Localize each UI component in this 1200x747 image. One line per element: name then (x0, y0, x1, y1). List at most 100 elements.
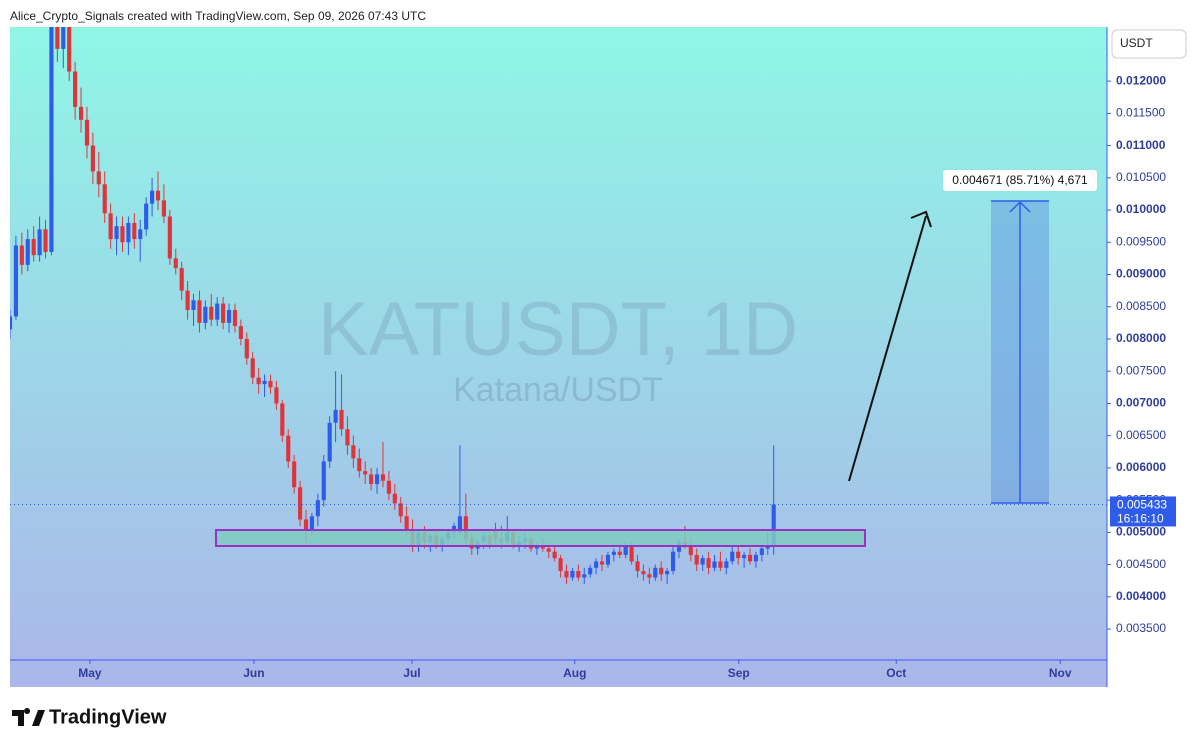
candle-body (138, 229, 143, 240)
candle-body (155, 190, 161, 201)
y-tick-label: 0.012000 (1116, 73, 1166, 87)
candle-body (357, 458, 362, 472)
candle-body (747, 554, 753, 562)
candle-body (759, 548, 764, 555)
y-tick-label: 0.004000 (1116, 589, 1166, 603)
candle-body (742, 554, 747, 559)
y-tick-label: 0.011500 (1116, 106, 1165, 120)
candle-body (404, 516, 409, 530)
candle-body (102, 184, 107, 214)
y-tick-label: 0.009000 (1116, 267, 1166, 281)
y-tick-label: 0.005000 (1116, 525, 1166, 539)
candle-body (13, 245, 18, 317)
candle-body (221, 303, 226, 323)
candle-body (43, 229, 48, 252)
measure-label: 0.004671 (85.71%) 4,671 (952, 173, 1088, 187)
watermark-subtitle: Katana/USDT (453, 371, 663, 409)
candle-body (90, 145, 95, 172)
candle-body (256, 377, 261, 385)
candle-body (457, 516, 463, 533)
measure-label-box (943, 170, 1097, 191)
candle-body (351, 445, 356, 459)
support-zone[interactable] (215, 529, 866, 547)
candle-body (333, 409, 338, 423)
candle-body (321, 461, 326, 501)
y-tick-label: 0.010000 (1116, 202, 1166, 216)
trend-arrow-head (910, 210, 932, 228)
candle-body (369, 474, 374, 485)
candle-body (653, 567, 658, 578)
y-tick-label: 0.010500 (1116, 170, 1166, 184)
candle-body (315, 500, 320, 517)
x-tick-label: Nov (1049, 666, 1072, 680)
candle-body (392, 493, 397, 504)
candle-body (173, 258, 178, 269)
candle-body (167, 216, 172, 259)
candle-body (730, 551, 735, 562)
candle-body (274, 387, 279, 404)
candle-body (209, 306, 214, 320)
candle-body (363, 471, 368, 475)
y-tick-label: 0.003500 (1116, 621, 1166, 635)
y-tick-label: 0.008000 (1116, 331, 1166, 345)
candle-body (191, 300, 196, 310)
candle-body (659, 567, 664, 575)
candle-body (309, 516, 314, 530)
candle-body (292, 461, 297, 488)
candle-body (617, 551, 622, 555)
candle-body (576, 571, 581, 578)
candle-body (31, 239, 36, 256)
candle-body (594, 561, 599, 568)
candle-body (398, 503, 403, 517)
candle-body (120, 226, 125, 243)
candle-body (197, 300, 202, 323)
candle-body (706, 558, 711, 568)
y-tick-label: 0.006000 (1116, 460, 1166, 474)
candle-body (629, 545, 634, 562)
last-price-label: 0.005433 (1117, 498, 1167, 512)
candle-body (73, 71, 78, 107)
candle-body (161, 200, 166, 217)
candle-body (179, 268, 184, 291)
y-tick-label: 0.008500 (1116, 299, 1166, 313)
candle-body (55, 27, 60, 49)
candle-body (463, 516, 468, 539)
candle-body (144, 203, 149, 230)
candle-body (623, 545, 628, 555)
candle-body (132, 222, 137, 240)
price-axis-panel (1107, 27, 1190, 687)
currency: USDT (1120, 36, 1153, 50)
candle-body (67, 27, 72, 72)
candle-body (380, 474, 386, 481)
candle-body (694, 554, 699, 565)
watermark-title: KATUSDT, 1D (318, 287, 798, 372)
candle-body (599, 561, 605, 565)
candle-body (700, 558, 705, 565)
countdown: 16:16:10 (1117, 512, 1164, 526)
candle-body (61, 27, 66, 49)
plot-background (10, 27, 1107, 687)
candle-body (298, 487, 303, 520)
candle-body (303, 519, 309, 530)
candle-body (386, 480, 391, 494)
candle-body (724, 561, 729, 568)
candle-body (250, 358, 255, 378)
candle-body (582, 574, 587, 578)
candle-body (226, 309, 232, 323)
candle-body (150, 190, 155, 204)
candle-body (126, 222, 131, 243)
candle-body (203, 306, 208, 323)
candle-body (96, 171, 101, 185)
candle-body (665, 571, 670, 575)
x-tick-label: Sep (728, 666, 750, 680)
brand: TradingView (49, 706, 167, 728)
candle-body (552, 551, 557, 559)
candle-body (564, 571, 569, 578)
measure-arrow-head (1009, 200, 1031, 213)
candle-body (570, 571, 575, 578)
candle-body (712, 561, 717, 568)
candle-body (244, 338, 249, 359)
currency-box[interactable] (1111, 29, 1187, 59)
candle-body (262, 380, 267, 385)
candle-body (280, 403, 285, 436)
